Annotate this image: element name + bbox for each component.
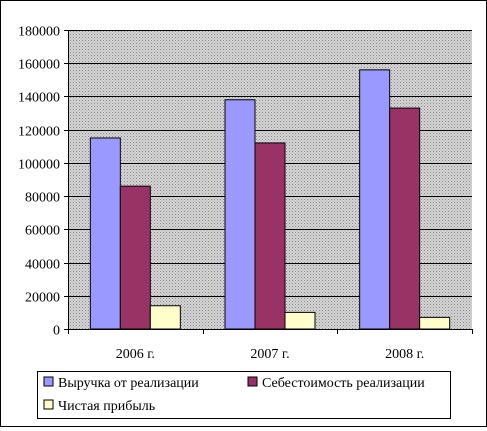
bar bbox=[89, 137, 121, 330]
legend-label: Чистая прибыль bbox=[58, 399, 155, 414]
y-tick-label: 80000 bbox=[25, 191, 60, 206]
legend-swatch bbox=[43, 376, 54, 387]
bar bbox=[224, 99, 256, 330]
bar bbox=[149, 305, 181, 330]
x-tick-label: 2008 г. bbox=[385, 347, 424, 362]
y-tick-label: 100000 bbox=[18, 158, 60, 173]
y-tick-label: 40000 bbox=[25, 258, 60, 273]
x-tick-label: 2007 г. bbox=[250, 347, 289, 362]
legend-label: Выручка от реализации bbox=[58, 376, 199, 391]
y-tick-label: 20000 bbox=[25, 291, 60, 306]
legend-label: Себестоимость реализации bbox=[262, 376, 425, 391]
y-tick-label: 120000 bbox=[18, 125, 60, 140]
y-tick-label: 160000 bbox=[18, 58, 60, 73]
bar bbox=[284, 311, 316, 330]
bar bbox=[359, 69, 391, 330]
bar bbox=[419, 316, 451, 330]
bar bbox=[119, 185, 151, 330]
y-tick-label: 60000 bbox=[25, 224, 60, 239]
y-tick-label: 140000 bbox=[18, 91, 60, 106]
y-tick-label: 0 bbox=[53, 324, 60, 339]
legend-swatch bbox=[43, 399, 54, 410]
legend-swatch bbox=[247, 376, 258, 387]
bar bbox=[254, 142, 286, 330]
y-tick-label: 180000 bbox=[18, 25, 60, 40]
legend-box bbox=[37, 371, 451, 419]
bar bbox=[389, 107, 421, 330]
x-tick-label: 2006 г. bbox=[116, 347, 155, 362]
